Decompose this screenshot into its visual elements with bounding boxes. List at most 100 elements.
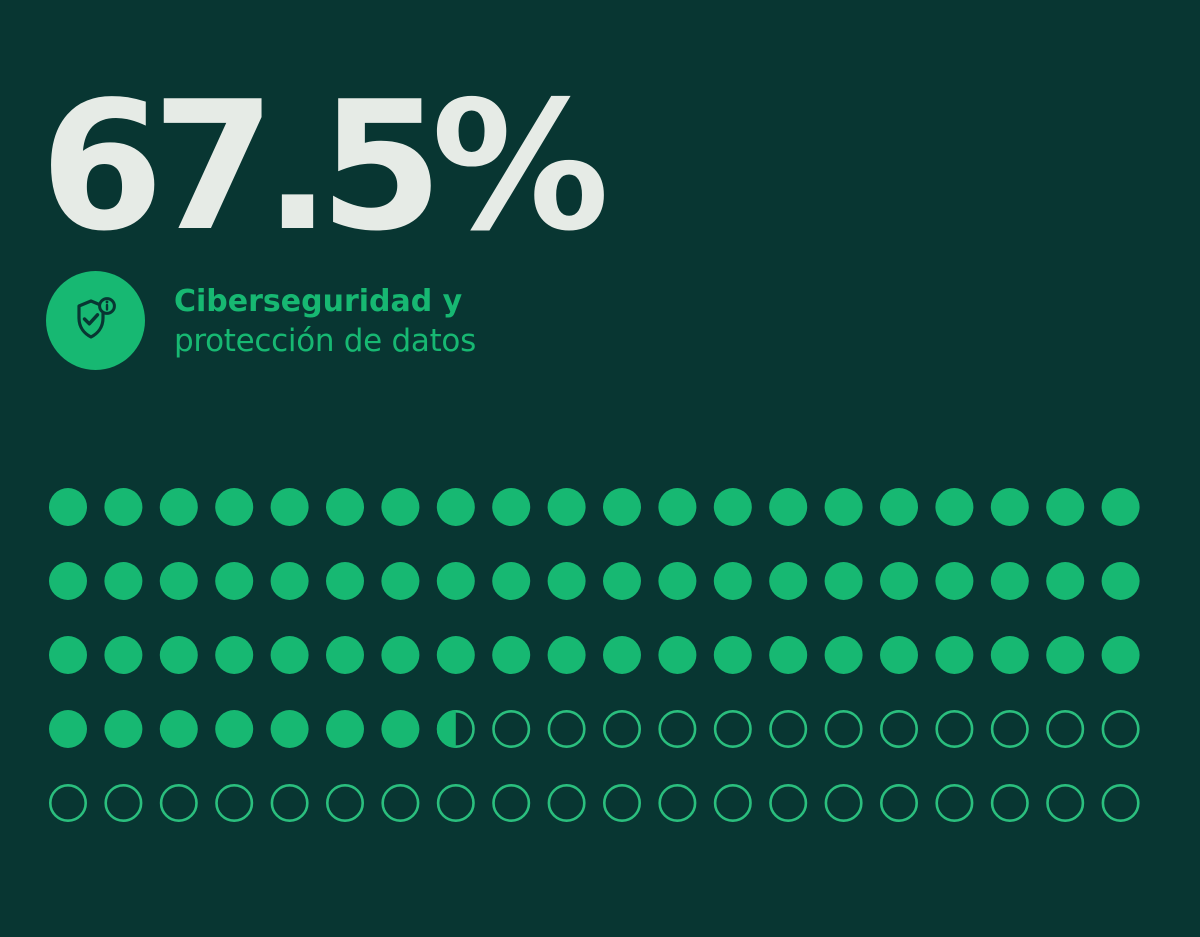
waffle-dot-filled xyxy=(104,710,143,748)
waffle-dot-empty xyxy=(381,783,420,822)
waffle-dot xyxy=(215,562,254,600)
waffle-dot-empty xyxy=(990,709,1029,748)
waffle-dot xyxy=(824,636,863,674)
waffle-dot-empty xyxy=(325,783,364,822)
waffle-dot-empty xyxy=(1046,709,1085,748)
waffle-dot-filled xyxy=(713,562,752,600)
waffle-dot-filled xyxy=(381,636,420,674)
waffle-dot-filled xyxy=(381,488,420,526)
category-title: Ciberseguridad y xyxy=(174,283,463,319)
waffle-dot-empty xyxy=(824,783,863,822)
waffle-dot-empty xyxy=(159,783,198,822)
waffle-dot-empty xyxy=(492,709,531,748)
waffle-dot xyxy=(492,709,531,748)
category-subtitle: protección de datos xyxy=(174,322,476,359)
waffle-dot xyxy=(381,488,420,526)
waffle-dot xyxy=(215,636,254,674)
stat-percentage: 67.5% xyxy=(40,63,610,270)
waffle-dot xyxy=(658,709,697,748)
waffle-dot-filled xyxy=(713,488,752,526)
waffle-dot-empty xyxy=(602,709,641,748)
waffle-dot-filled xyxy=(159,488,198,526)
waffle-dot xyxy=(658,562,697,600)
waffle-dot xyxy=(381,562,420,600)
waffle-dot-filled xyxy=(658,636,697,674)
waffle-dot-filled xyxy=(381,562,420,600)
waffle-dot xyxy=(215,488,254,526)
waffle-dot xyxy=(713,709,752,748)
waffle-dot-filled xyxy=(1046,488,1085,526)
waffle-dot xyxy=(603,488,641,526)
waffle-dot-filled xyxy=(547,488,586,526)
waffle-dot xyxy=(49,710,87,748)
waffle-dot-filled xyxy=(215,488,254,526)
waffle-dot-filled xyxy=(880,636,918,674)
waffle-dot-filled xyxy=(49,562,87,600)
waffle-dot-filled xyxy=(326,710,364,748)
waffle-dot xyxy=(215,783,254,822)
waffle-dot-empty xyxy=(879,783,918,822)
waffle-dot-filled xyxy=(880,488,918,526)
waffle-dot xyxy=(658,636,697,674)
waffle-dot xyxy=(492,562,531,600)
waffle-dot-filled xyxy=(159,562,198,600)
waffle-dot xyxy=(990,636,1029,674)
waffle-dot-filled xyxy=(824,636,863,674)
waffle-dot xyxy=(326,710,364,748)
waffle-dot-filled xyxy=(603,636,641,674)
waffle-dot xyxy=(1101,783,1140,822)
waffle-dot xyxy=(270,562,309,600)
waffle-dot-empty xyxy=(1101,709,1140,748)
waffle-dot-filled xyxy=(436,488,475,526)
waffle-dot xyxy=(769,783,808,822)
waffle-dot-filled xyxy=(270,710,309,748)
waffle-dot-empty xyxy=(547,709,586,748)
waffle-dot-filled xyxy=(159,636,198,674)
waffle-dot xyxy=(547,709,586,748)
waffle-dot-filled xyxy=(215,710,254,748)
waffle-dot-filled xyxy=(547,562,586,600)
waffle-dot xyxy=(326,636,364,674)
waffle-dot-empty xyxy=(1046,783,1085,822)
waffle-dot xyxy=(880,562,918,600)
waffle-dot xyxy=(935,709,974,748)
waffle-dot-empty xyxy=(270,783,309,822)
waffle-dot-empty xyxy=(48,783,88,822)
waffle-dot-empty xyxy=(658,783,697,822)
waffle-dot xyxy=(159,783,198,822)
waffle-dot xyxy=(436,783,475,822)
waffle-dot xyxy=(547,636,586,674)
waffle-dot xyxy=(492,636,531,674)
waffle-dot xyxy=(492,488,531,526)
category-text: Ciberseguridad y protección de datos xyxy=(174,281,476,361)
waffle-dot xyxy=(935,636,974,674)
waffle-dot xyxy=(215,710,254,748)
waffle-dot xyxy=(602,709,641,748)
waffle-dot xyxy=(104,488,143,526)
waffle-dot xyxy=(990,562,1029,600)
waffle-dot xyxy=(325,783,364,822)
waffle-dot-filled xyxy=(492,636,531,674)
waffle-dot xyxy=(326,488,364,526)
waffle-dot-filled xyxy=(769,562,808,600)
waffle-dot-filled xyxy=(990,562,1029,600)
waffle-dot xyxy=(492,783,531,822)
waffle-dot xyxy=(603,562,641,600)
waffle-dot-filled xyxy=(215,636,254,674)
waffle-dot xyxy=(1101,562,1140,600)
shield-check-icon xyxy=(46,271,145,370)
waffle-dot-empty xyxy=(436,783,475,822)
waffle-dot xyxy=(436,636,475,674)
waffle-dot xyxy=(658,488,697,526)
waffle-dot xyxy=(547,562,586,600)
waffle-dot-empty xyxy=(935,709,974,748)
waffle-dot xyxy=(1046,783,1085,822)
waffle-dot xyxy=(270,783,309,822)
waffle-dot xyxy=(49,562,87,600)
waffle-dot xyxy=(990,783,1029,822)
waffle-dot xyxy=(159,636,198,674)
waffle-dot-filled xyxy=(49,488,87,526)
waffle-dot xyxy=(824,562,863,600)
